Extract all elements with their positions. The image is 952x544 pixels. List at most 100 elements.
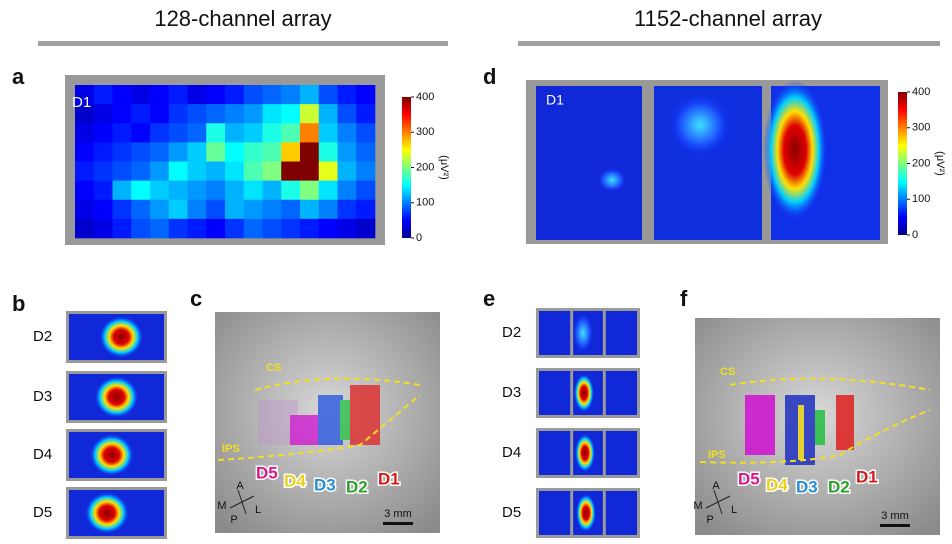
heat-cell [263,181,282,200]
overlay-d2 [815,410,825,445]
tick-label: 0 [416,232,422,244]
heat-cell [263,200,282,219]
overlay-d5 [745,395,775,455]
heat-cell [338,123,357,142]
scale-bar [880,524,910,527]
activity-blob [574,374,594,412]
heat-cell [206,200,225,219]
heat-cell [94,181,113,200]
compass-label: A [712,480,720,492]
heat-cell [206,123,225,142]
digit-label: D5 [738,469,760,488]
heat-cell [356,104,375,123]
heatmap [75,85,375,238]
row-label: D4 [502,444,521,461]
heat-cell [281,181,300,200]
heat-cell [338,85,357,104]
figure: 128-channel array 1152-channel array a D… [0,0,952,539]
heat-cell [319,123,338,142]
compass-label: P [706,514,713,526]
heat-cell [131,123,150,142]
heat-cell [300,85,319,104]
heat-cell [188,142,207,161]
compass-label: L [255,504,261,516]
overlay-d4 [798,405,804,460]
overlay-d3 [318,395,343,445]
heat-cell [263,219,282,238]
heat-cell [300,123,319,142]
heat-cell [244,85,263,104]
heat-cell [150,219,169,238]
heat-cell [113,219,132,238]
heat-cell [338,162,357,181]
heat-cell [300,181,319,200]
activity-blob [763,80,827,220]
title-bar [38,41,448,46]
overlay-d1 [836,395,854,450]
heat-cell [188,181,207,200]
heat-cell [356,219,375,238]
row-label: D4 [33,446,52,463]
heat-cell [281,200,300,219]
heat-cell [338,181,357,200]
heat-cell [94,162,113,181]
heat-cell [281,142,300,161]
colorbar-gradient [898,92,907,235]
row-label: D5 [502,504,521,521]
heat-cell [319,219,338,238]
heat-cell [150,123,169,142]
heat-cell [319,181,338,200]
tick-label: 100 [416,197,434,209]
digit-label: D5 [256,463,278,482]
heat-cell [356,123,375,142]
heat-cell [113,104,132,123]
activity-blob [573,314,593,352]
heat-cell [356,200,375,219]
digit-label: D2 [828,477,850,496]
array-block [536,86,642,240]
heat-cell [356,181,375,200]
sulcus-label: CS [266,362,281,374]
activity-blob [90,434,134,476]
heat-cell [281,219,300,238]
map-stack: D2D3D4D5 [502,308,640,538]
digit-tag: D1 [72,94,91,111]
map-gap [603,371,606,415]
heat-cell [75,142,94,161]
heat-cell [244,162,263,181]
heat-cell [150,162,169,181]
activity-blob [95,376,139,418]
right-title: 1152-channel array [634,6,822,31]
row-label: D2 [502,324,521,341]
heat-cell [113,123,132,142]
panel-label: a [12,64,25,89]
heat-cell [300,142,319,161]
overlay-d1 [350,385,380,445]
map-gap [570,491,573,535]
heat-cell [225,142,244,161]
digit-tag: D1 [546,92,564,108]
heat-cell [188,219,207,238]
digit-label: D3 [796,477,818,496]
row-label: D5 [33,504,52,521]
map-gap [570,311,573,355]
heat-cell [300,104,319,123]
heat-cell [263,142,282,161]
map-stack: D2D3D4D5 [33,311,167,539]
heat-cell [188,104,207,123]
row-label: D3 [33,388,52,405]
heat-cell [338,104,357,123]
heat-cell [113,142,132,161]
heat-cell [94,219,113,238]
digit-label: D1 [856,467,878,486]
colorbar: 0100200300400(μV²) [402,91,450,244]
heat-cell [169,123,188,142]
heat-cell [150,142,169,161]
colorbar-unit: (μV²) [438,155,450,180]
panel-label: f [680,286,688,311]
compass-label: P [230,514,237,526]
heat-cell [113,200,132,219]
tick-label: 200 [912,157,930,169]
heat-cell [225,104,244,123]
heat-cell [244,181,263,200]
